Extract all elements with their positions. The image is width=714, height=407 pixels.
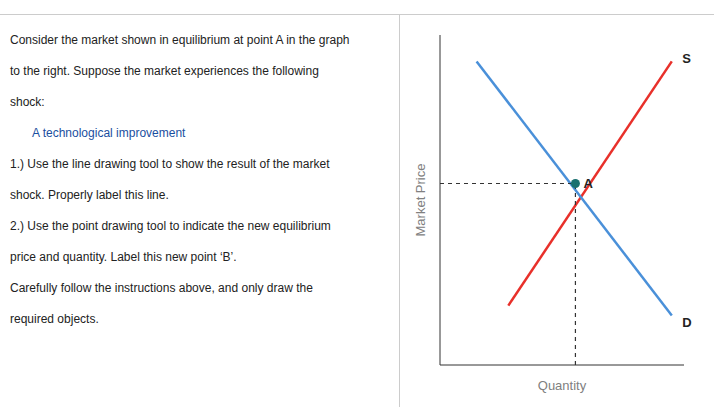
- svg-text:Market Price: Market Price: [413, 164, 428, 237]
- html-text:to the right. Suppose the mark: to the right. Suppose the market experie…: [10, 64, 319, 78]
- svg-text:A: A: [583, 176, 593, 191]
- html-text:2.) Use the point drawing tool: 2.) Use the point drawing tool to indica…: [10, 219, 331, 233]
- html-text:shock:: shock:: [10, 95, 45, 109]
- svg-text:D: D: [682, 315, 691, 330]
- html-text:Carefully follow the instructi: Carefully follow the instructions above,…: [10, 281, 313, 295]
- html-text:price and quantity. Label this: price and quantity. Label this new point…: [10, 250, 237, 264]
- svg-text:S: S: [682, 51, 691, 66]
- html-text:shock. Properly label this lin: shock. Properly label this line.: [10, 188, 169, 202]
- html-text:1.) Use the line drawing tool: 1.) Use the line drawing tool to show th…: [10, 157, 330, 171]
- html-text:required objects.: required objects.: [10, 312, 99, 326]
- html-text:A technological improvement: A technological improvement: [32, 126, 186, 140]
- svg-text:Quantity: Quantity: [538, 378, 587, 393]
- html-text:Consider the market shown in e: Consider the market shown in equilibrium…: [10, 33, 350, 47]
